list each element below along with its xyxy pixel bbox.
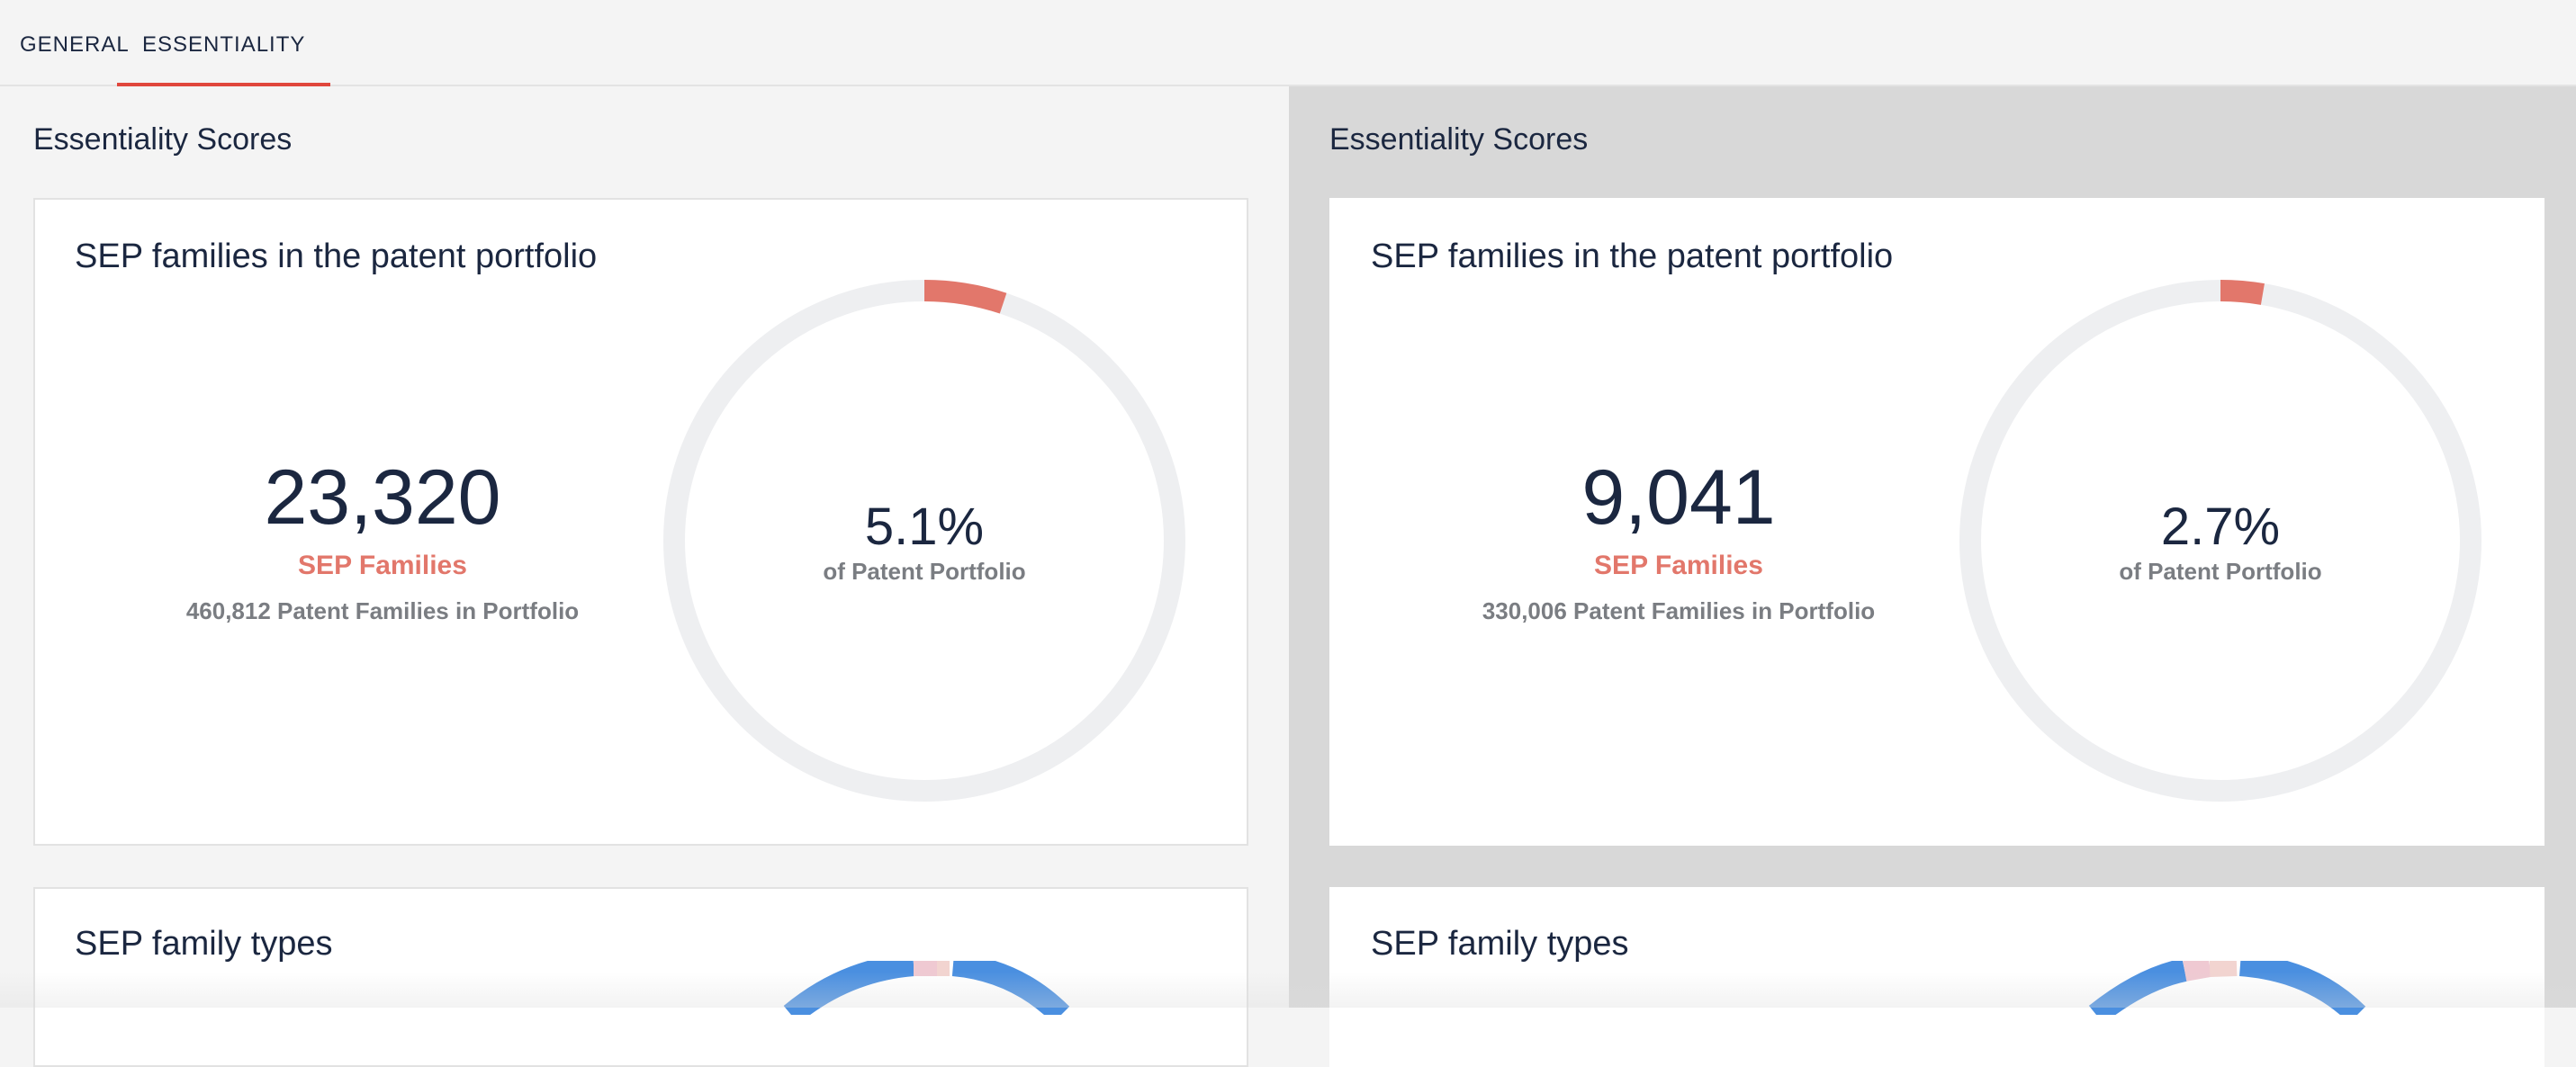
card-title: SEP family types xyxy=(1371,925,1629,963)
sep-families-label: SEP Families xyxy=(298,551,467,580)
sep-family-count: 23,320 xyxy=(264,454,501,541)
sep-family-types-card: SEP family types xyxy=(33,887,1248,1067)
card-title: SEP families in the patent portfolio xyxy=(75,238,598,275)
portfolio-families-text: 460,812 Patent Families in Portfolio xyxy=(185,597,580,624)
sep-family-count: 9,041 xyxy=(1581,454,1776,541)
family-type-arc xyxy=(2183,961,2212,982)
family-type-arc xyxy=(2088,961,2187,1015)
sep-share-arc xyxy=(663,280,1185,802)
sep-percent: 5.1% xyxy=(864,498,985,556)
section-title: Essentiality Scores xyxy=(1329,122,1589,157)
family-type-arc xyxy=(2238,961,2366,1015)
tab-bar: GENERAL ESSENTIALITY xyxy=(0,0,2576,88)
sep-percent-label: of Patent Portfolio xyxy=(2119,558,2322,585)
section-title: Essentiality Scores xyxy=(33,122,293,157)
family-types-donut-partial xyxy=(783,961,1070,1015)
family-type-arc xyxy=(783,961,915,1015)
sep-share-donut xyxy=(663,280,1185,802)
sep-family-types-card: SEP family types xyxy=(1329,887,2544,1067)
sep-percent: 2.7% xyxy=(2160,498,2281,556)
sep-percent-label: of Patent Portfolio xyxy=(823,558,1026,585)
card-title: SEP families in the patent portfolio xyxy=(1371,238,1894,275)
left-panel: Essentiality Scores SEP families in the … xyxy=(0,86,1289,1067)
sep-families-card: SEP families in the patent portfolio 9,0… xyxy=(1329,198,2544,846)
family-type-arc xyxy=(951,961,1070,1015)
family-types-donut-partial xyxy=(2088,961,2366,1015)
sep-share-donut xyxy=(1959,280,2481,802)
portfolio-families-text: 330,006 Patent Families in Portfolio xyxy=(1482,597,1876,624)
sep-families-card: SEP families in the patent portfolio 23,… xyxy=(33,198,1248,846)
tab-essentiality[interactable]: ESSENTIALITY xyxy=(117,0,331,88)
sep-families-label: SEP Families xyxy=(1594,551,1763,580)
family-type-arc xyxy=(2209,961,2238,977)
sep-share-arc xyxy=(1959,280,2481,802)
card-title: SEP family types xyxy=(75,925,333,963)
right-panel: Essentiality Scores SEP families in the … xyxy=(1289,86,2576,1067)
tab-general[interactable]: GENERAL xyxy=(20,32,130,57)
